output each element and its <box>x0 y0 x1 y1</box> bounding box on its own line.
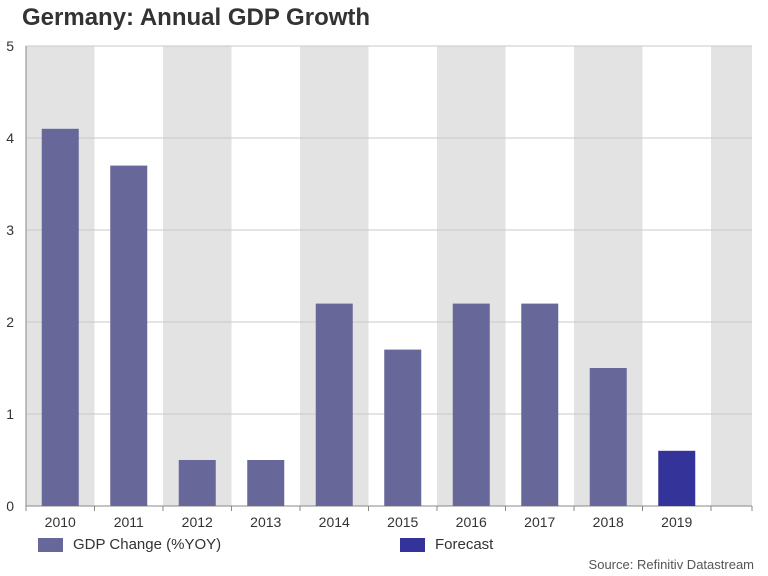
bar-2010 <box>41 128 79 507</box>
y-tick-label: 4 <box>6 130 14 146</box>
bar-2017 <box>521 303 559 506</box>
bar-2013 <box>247 460 285 506</box>
background-band <box>163 46 232 506</box>
y-tick-label: 2 <box>6 314 14 330</box>
legend-swatch-gdp-change <box>38 537 63 552</box>
y-tick-label: 0 <box>6 498 14 514</box>
x-tick-label: 2011 <box>114 514 144 530</box>
x-tick-label: 2019 <box>661 514 692 530</box>
x-tick-label: 2012 <box>182 514 213 530</box>
legend-label-forecast: Forecast <box>435 536 494 553</box>
source-note: Source: Refinitiv Datastream <box>588 557 754 572</box>
background-band <box>711 46 752 506</box>
bar-2016 <box>452 303 490 506</box>
y-tick-label: 5 <box>6 38 14 54</box>
legend-item-forecast: Forecast <box>400 536 493 553</box>
bar-2012 <box>178 460 216 506</box>
legend-label-gdp-change: GDP Change (%YOY) <box>73 536 222 553</box>
x-tick-label: 2010 <box>45 514 76 530</box>
bar-2018 <box>589 368 627 506</box>
legend-swatch-forecast <box>400 537 425 552</box>
x-tick-label: 2017 <box>524 514 555 530</box>
y-tick-label: 3 <box>6 222 14 238</box>
bar-2014 <box>315 303 353 506</box>
x-tick-label: 2014 <box>319 514 350 530</box>
legend-item-gdp-change: GDP Change (%YOY) <box>38 536 221 553</box>
y-tick-label: 1 <box>6 406 14 422</box>
x-tick-label: 2016 <box>456 514 487 530</box>
x-tick-label: 2018 <box>593 514 624 530</box>
chart-title: Germany: Annual GDP Growth <box>22 4 371 31</box>
x-tick-label: 2013 <box>250 514 281 530</box>
chart-legend: GDP Change (%YOY) Forecast <box>0 536 768 556</box>
bar-2011 <box>110 165 148 506</box>
bar-2015 <box>384 349 422 506</box>
x-tick-label: 2015 <box>387 514 418 530</box>
bar-2019 <box>658 450 696 506</box>
